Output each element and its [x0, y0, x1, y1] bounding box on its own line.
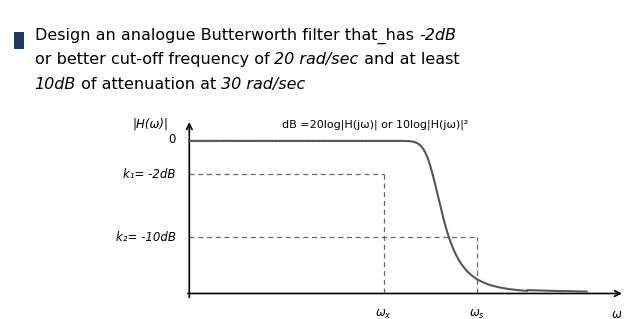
Text: $\omega$: $\omega$: [611, 308, 622, 319]
Text: or better cut-off frequency of: or better cut-off frequency of: [35, 52, 274, 67]
Text: $\omega_x$: $\omega_x$: [375, 308, 392, 319]
Text: Design an analogue Butterworth filter that_has: Design an analogue Butterworth filter th…: [35, 28, 419, 44]
Text: dB =20log|H(jω)| or 10log|H(jω)|²: dB =20log|H(jω)| or 10log|H(jω)|²: [282, 119, 469, 130]
Text: 10dB: 10dB: [35, 77, 76, 92]
Text: k₁= -2dB: k₁= -2dB: [123, 167, 175, 181]
Text: $\omega_s$: $\omega_s$: [469, 308, 485, 319]
Text: 20 rad/sec: 20 rad/sec: [274, 52, 358, 67]
Text: 0: 0: [168, 133, 175, 146]
Text: 30 rad/sec: 30 rad/sec: [221, 77, 305, 92]
Text: and at least: and at least: [358, 52, 459, 67]
Text: |H(ω)|: |H(ω)|: [133, 118, 168, 131]
Text: k₂= -10dB: k₂= -10dB: [115, 231, 175, 244]
Text: of attenuation at: of attenuation at: [76, 77, 221, 92]
Text: -2dB: -2dB: [419, 28, 456, 43]
Bar: [14, 32, 24, 49]
